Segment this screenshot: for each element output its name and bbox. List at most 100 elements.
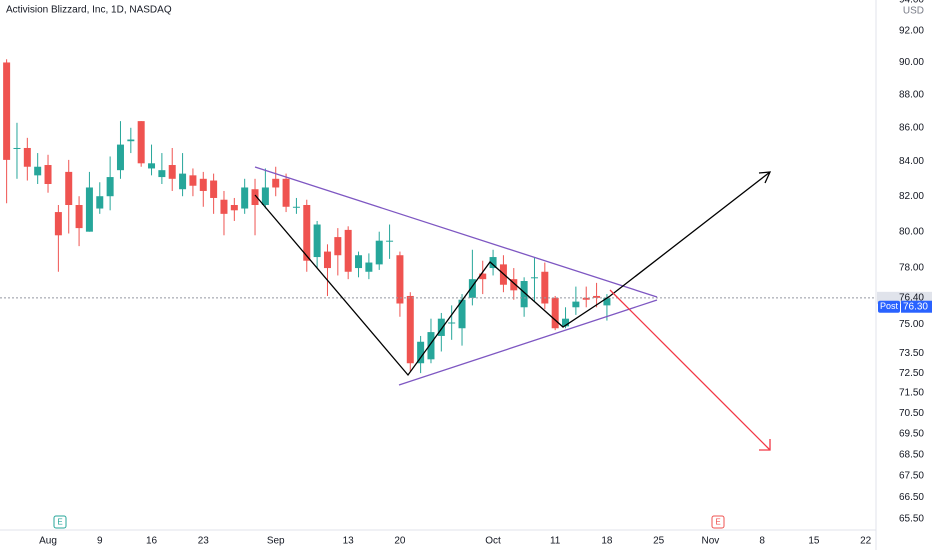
candle-body <box>13 147 21 149</box>
y-tick-label: 86.00 <box>899 122 924 133</box>
x-tick-label: 8 <box>759 536 765 547</box>
candle-body <box>261 187 269 206</box>
candle-body <box>510 279 518 291</box>
post-market-label: 76.30 <box>903 301 928 312</box>
candle-body <box>344 229 352 272</box>
y-tick-label: 84.00 <box>899 156 924 167</box>
y-tick-label: 78.00 <box>899 263 924 274</box>
post-market-badge <box>878 300 900 313</box>
plot-area <box>0 59 876 374</box>
x-tick-label: 20 <box>394 536 406 547</box>
candle-body <box>437 318 445 336</box>
y-tick-label: 80.00 <box>899 226 924 237</box>
x-tick-label: Nov <box>702 536 720 547</box>
y-tick-label: 71.50 <box>899 388 924 399</box>
earnings-badge[interactable] <box>53 515 67 529</box>
trendline <box>398 299 658 386</box>
candle-body <box>468 279 476 298</box>
y-tick-label: 72.50 <box>899 368 924 379</box>
candle-body <box>603 297 611 306</box>
candle-body <box>65 171 73 206</box>
candle-body <box>282 178 290 207</box>
arrow-head <box>758 171 772 184</box>
last-price-label: 76.40 <box>899 292 924 303</box>
candle-body <box>210 180 218 198</box>
currency-label: USD <box>903 6 924 17</box>
y-tick-label: 68.50 <box>899 449 924 460</box>
arrow-line <box>609 289 771 451</box>
y-tick-label: 69.50 <box>899 428 924 439</box>
candle-body <box>562 318 570 327</box>
chart-title: Activision Blizzard, Inc, 1D, NASDAQ <box>6 5 172 16</box>
candle-body <box>479 273 487 280</box>
y-tick-label: 82.00 <box>899 191 924 202</box>
candle-body <box>179 173 187 190</box>
trendline <box>254 166 658 298</box>
candle-body <box>75 205 83 229</box>
y-tick-label: 92.00 <box>899 26 924 37</box>
candle-body <box>572 301 580 308</box>
candle-body <box>396 255 404 304</box>
candle-body <box>220 199 228 214</box>
candle-body <box>137 121 145 164</box>
x-tick-label: 15 <box>808 536 820 547</box>
candle-body <box>448 322 456 324</box>
earnings-badge[interactable] <box>711 515 725 529</box>
candle-body <box>551 297 559 329</box>
candle-body <box>230 205 238 211</box>
y-tick-label: 70.50 <box>899 408 924 419</box>
y-tick-label: 90.00 <box>899 57 924 68</box>
x-tick-label: 23 <box>198 536 210 547</box>
y-tick-label: 75.00 <box>899 319 924 330</box>
candle-body <box>365 262 373 272</box>
candle-body <box>241 187 249 209</box>
candle-body <box>116 144 124 171</box>
x-tick-label: Aug <box>39 536 57 547</box>
y-tick-label: 67.50 <box>899 470 924 481</box>
candle-body <box>96 196 104 209</box>
candle-body <box>127 139 135 142</box>
candle-body <box>106 177 114 197</box>
candle-body <box>251 189 259 206</box>
drawings <box>254 166 772 451</box>
candle-body <box>199 178 207 191</box>
candle-body <box>168 165 176 179</box>
y-tick-label: 65.50 <box>899 514 924 525</box>
post-market-box <box>901 300 932 313</box>
candle-body <box>375 240 383 265</box>
candle-body <box>427 332 435 360</box>
candle-body <box>458 299 466 329</box>
candle-body <box>323 251 331 269</box>
earnings-label: E <box>715 518 720 527</box>
candle-body <box>334 237 342 256</box>
candle-body <box>489 257 497 269</box>
candle-body <box>148 163 156 169</box>
candle-body <box>417 341 425 364</box>
candle-body <box>386 240 394 242</box>
candle-body <box>303 205 311 261</box>
candle-body <box>541 271 549 304</box>
earnings-label: E <box>57 518 62 527</box>
candle-body <box>85 187 93 232</box>
y-tick-label: 94.00 <box>899 0 924 6</box>
candle-body <box>23 147 31 167</box>
candle-body <box>520 281 528 308</box>
arrow-head <box>759 439 771 451</box>
candle-body <box>582 297 590 300</box>
x-tick-label: Oct <box>485 536 501 547</box>
candle-body <box>158 170 166 178</box>
y-tick-label: 66.50 <box>899 492 924 503</box>
x-tick-label: 16 <box>146 536 158 547</box>
candle-body <box>593 295 601 298</box>
candle-body <box>189 175 197 186</box>
candle-body <box>355 255 363 269</box>
candle-body <box>292 206 300 208</box>
candle-body <box>3 62 11 160</box>
y-tick-label: 88.00 <box>899 89 924 100</box>
y-tick-label: 73.50 <box>899 348 924 359</box>
candle-body <box>272 178 280 188</box>
candle-body <box>406 295 414 364</box>
x-tick-label: 18 <box>601 536 613 547</box>
